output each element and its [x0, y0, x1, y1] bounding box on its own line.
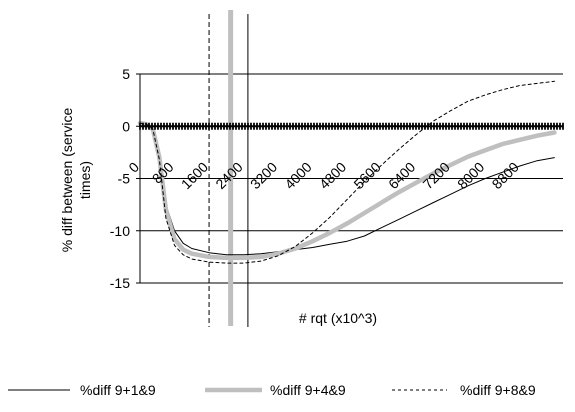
y-tick-label: -5: [118, 171, 131, 187]
grid-lines: [140, 73, 563, 284]
y-axis: 5 0 -5 -10 -15: [110, 66, 141, 291]
y-axis-label-line-2: times): [77, 161, 93, 199]
x-tick-label: 3200: [247, 159, 280, 192]
vertical-markers: [208, 10, 249, 327]
x-tick-label: 4000: [281, 159, 314, 192]
series-lines: [137, 80, 557, 264]
legend-label-1: %diff 9+1&9: [80, 382, 156, 398]
x-tick-label: 6400: [385, 159, 418, 192]
y-tick-label: 0: [122, 118, 130, 134]
x-tick-label: 4800: [316, 159, 349, 192]
x-tick-label: 5600: [350, 159, 383, 192]
legend-label-2: %diff 9+4&9: [270, 382, 346, 398]
x-tick-label: 8000: [454, 159, 487, 192]
x-tick-label: 8800: [489, 159, 522, 192]
x-tick-label: 7200: [420, 159, 453, 192]
y-tick-label: 5: [122, 66, 130, 82]
series-line-1: [139, 122, 555, 256]
legend-label-3: %diff 9+8&9: [460, 382, 536, 398]
x-tick-label: 1600: [178, 159, 211, 192]
series-line-3: [139, 80, 555, 264]
legend: %diff 9+1&9 %diff 9+4&9 %diff 9+8&9: [8, 382, 536, 398]
y-axis-label-line-1: % diff between (service: [59, 108, 75, 253]
y-tick-label: -15: [110, 275, 130, 291]
x-tick-labels: 0 800 1600 2400 3200 4000 4800 5600 6400 7200 8000…: [125, 159, 522, 193]
series-line-2: [137, 120, 557, 261]
zero-axis-band: [139, 122, 564, 130]
x-axis-label: # rqt (x10^3): [299, 310, 377, 326]
y-tick-label: -10: [110, 223, 130, 239]
x-tick-label: 800: [149, 159, 177, 187]
y-axis-label: % diff between (service times): [59, 108, 93, 253]
